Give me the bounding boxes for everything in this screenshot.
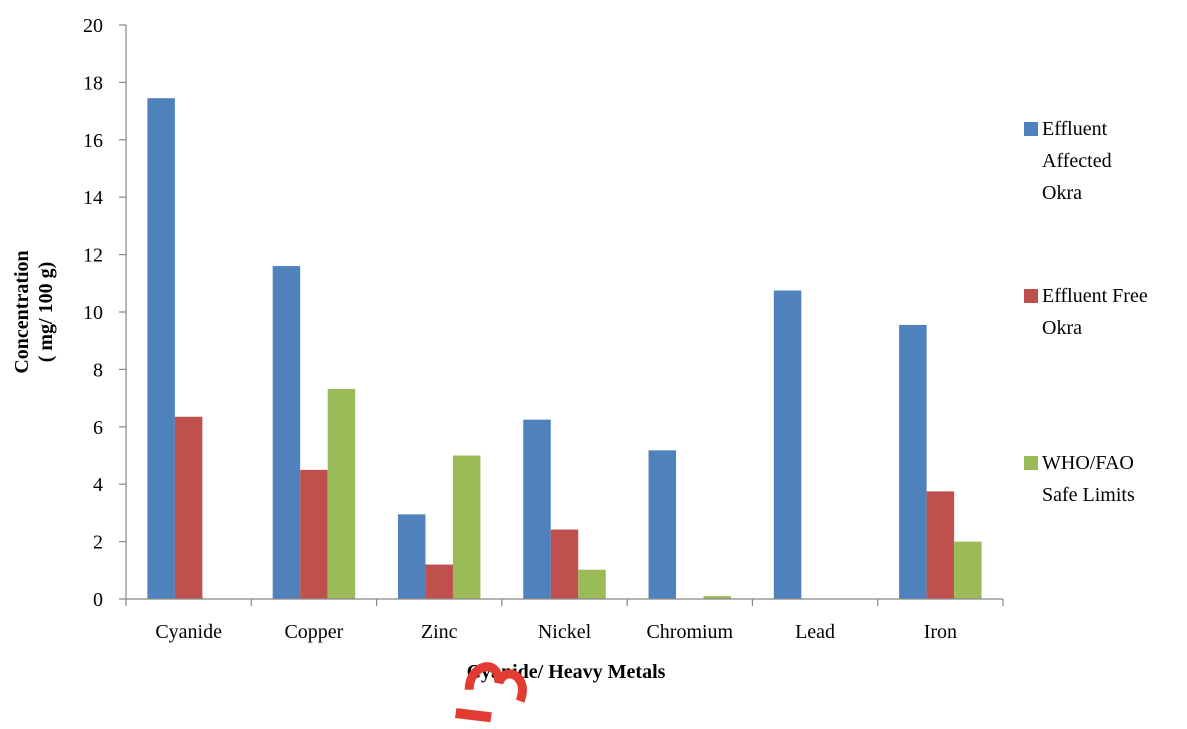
bar-nickel-series-3 <box>578 570 606 599</box>
y-tick-labels: 0 2 4 6 8 10 12 14 16 18 20 <box>83 15 103 611</box>
legend-label-series-2: Okra <box>1042 317 1082 339</box>
bar-cyanide-series-2 <box>175 417 203 599</box>
bar-zinc-series-1 <box>398 514 426 599</box>
y-tick-label: 6 <box>93 417 103 439</box>
y-tick-label: 18 <box>83 72 103 94</box>
y-tick-label: 20 <box>83 15 103 37</box>
bar-copper-series-1 <box>273 266 301 599</box>
x-tick-label-cyanide: Cyanide <box>155 621 222 643</box>
x-tick-label-copper: Copper <box>284 621 343 643</box>
bar-zinc-series-2 <box>425 565 453 599</box>
y-tick-label: 14 <box>83 187 103 209</box>
bar-nickel-series-2 <box>551 530 579 599</box>
legend: Effluent Affected Okra Effluent Free Okra WHO… <box>1024 118 1148 506</box>
x-tick-label-lead: Lead <box>795 621 835 643</box>
legend-label-series-3: WHO/FAO <box>1042 452 1134 474</box>
bar-lead-series-1 <box>774 290 802 599</box>
x-tick-label-zinc: Zinc <box>421 621 458 643</box>
x-tick-label-nickel: Nickel <box>538 621 592 643</box>
bar-copper-series-3 <box>328 389 356 599</box>
bar-chromium-series-1 <box>649 450 677 599</box>
legend-label-series-2: Effluent Free <box>1042 285 1148 307</box>
y-tick-label: 12 <box>83 245 103 267</box>
legend-swatch-series-3 <box>1024 456 1038 470</box>
bar-nickel-series-1 <box>523 420 551 599</box>
y-tick-label: 10 <box>83 302 103 324</box>
y-tick-label: 0 <box>93 589 103 611</box>
x-tick-label-iron: Iron <box>924 621 957 643</box>
axes <box>119 25 1003 606</box>
bar-iron-series-3 <box>954 542 982 599</box>
legend-label-series-3: Safe Limits <box>1042 484 1135 506</box>
y-tick-label: 16 <box>83 130 103 152</box>
legend-label-series-1: Effluent <box>1042 118 1108 140</box>
y-tick-label: 2 <box>93 532 103 554</box>
legend-label-series-1: Okra <box>1042 182 1082 204</box>
x-category-labels: Cyanide Copper Zinc Nickel Chromium Lead Iron <box>155 621 957 643</box>
bar-cyanide-series-1 <box>147 98 175 599</box>
bar-iron-series-2 <box>927 491 955 599</box>
y-tick-label: 4 <box>93 474 103 496</box>
bar-copper-series-2 <box>300 470 328 599</box>
bar-group <box>147 98 981 599</box>
bar-iron-series-1 <box>899 325 927 599</box>
y-axis-title-line-2: ( mg/ 100 g) <box>35 262 57 363</box>
bar-zinc-series-3 <box>453 456 481 600</box>
y-tick-label: 8 <box>93 359 103 381</box>
watermark-stroke-1 <box>451 693 496 729</box>
y-axis-title-line-1: Concentration <box>11 250 33 373</box>
legend-label-series-1: Affected <box>1042 150 1112 172</box>
legend-swatch-series-1 <box>1024 122 1038 136</box>
x-tick-label-chromium: Chromium <box>646 621 733 643</box>
y-axis-title: Concentration ( mg/ 100 g) <box>11 250 57 373</box>
legend-swatch-series-2 <box>1024 289 1038 303</box>
